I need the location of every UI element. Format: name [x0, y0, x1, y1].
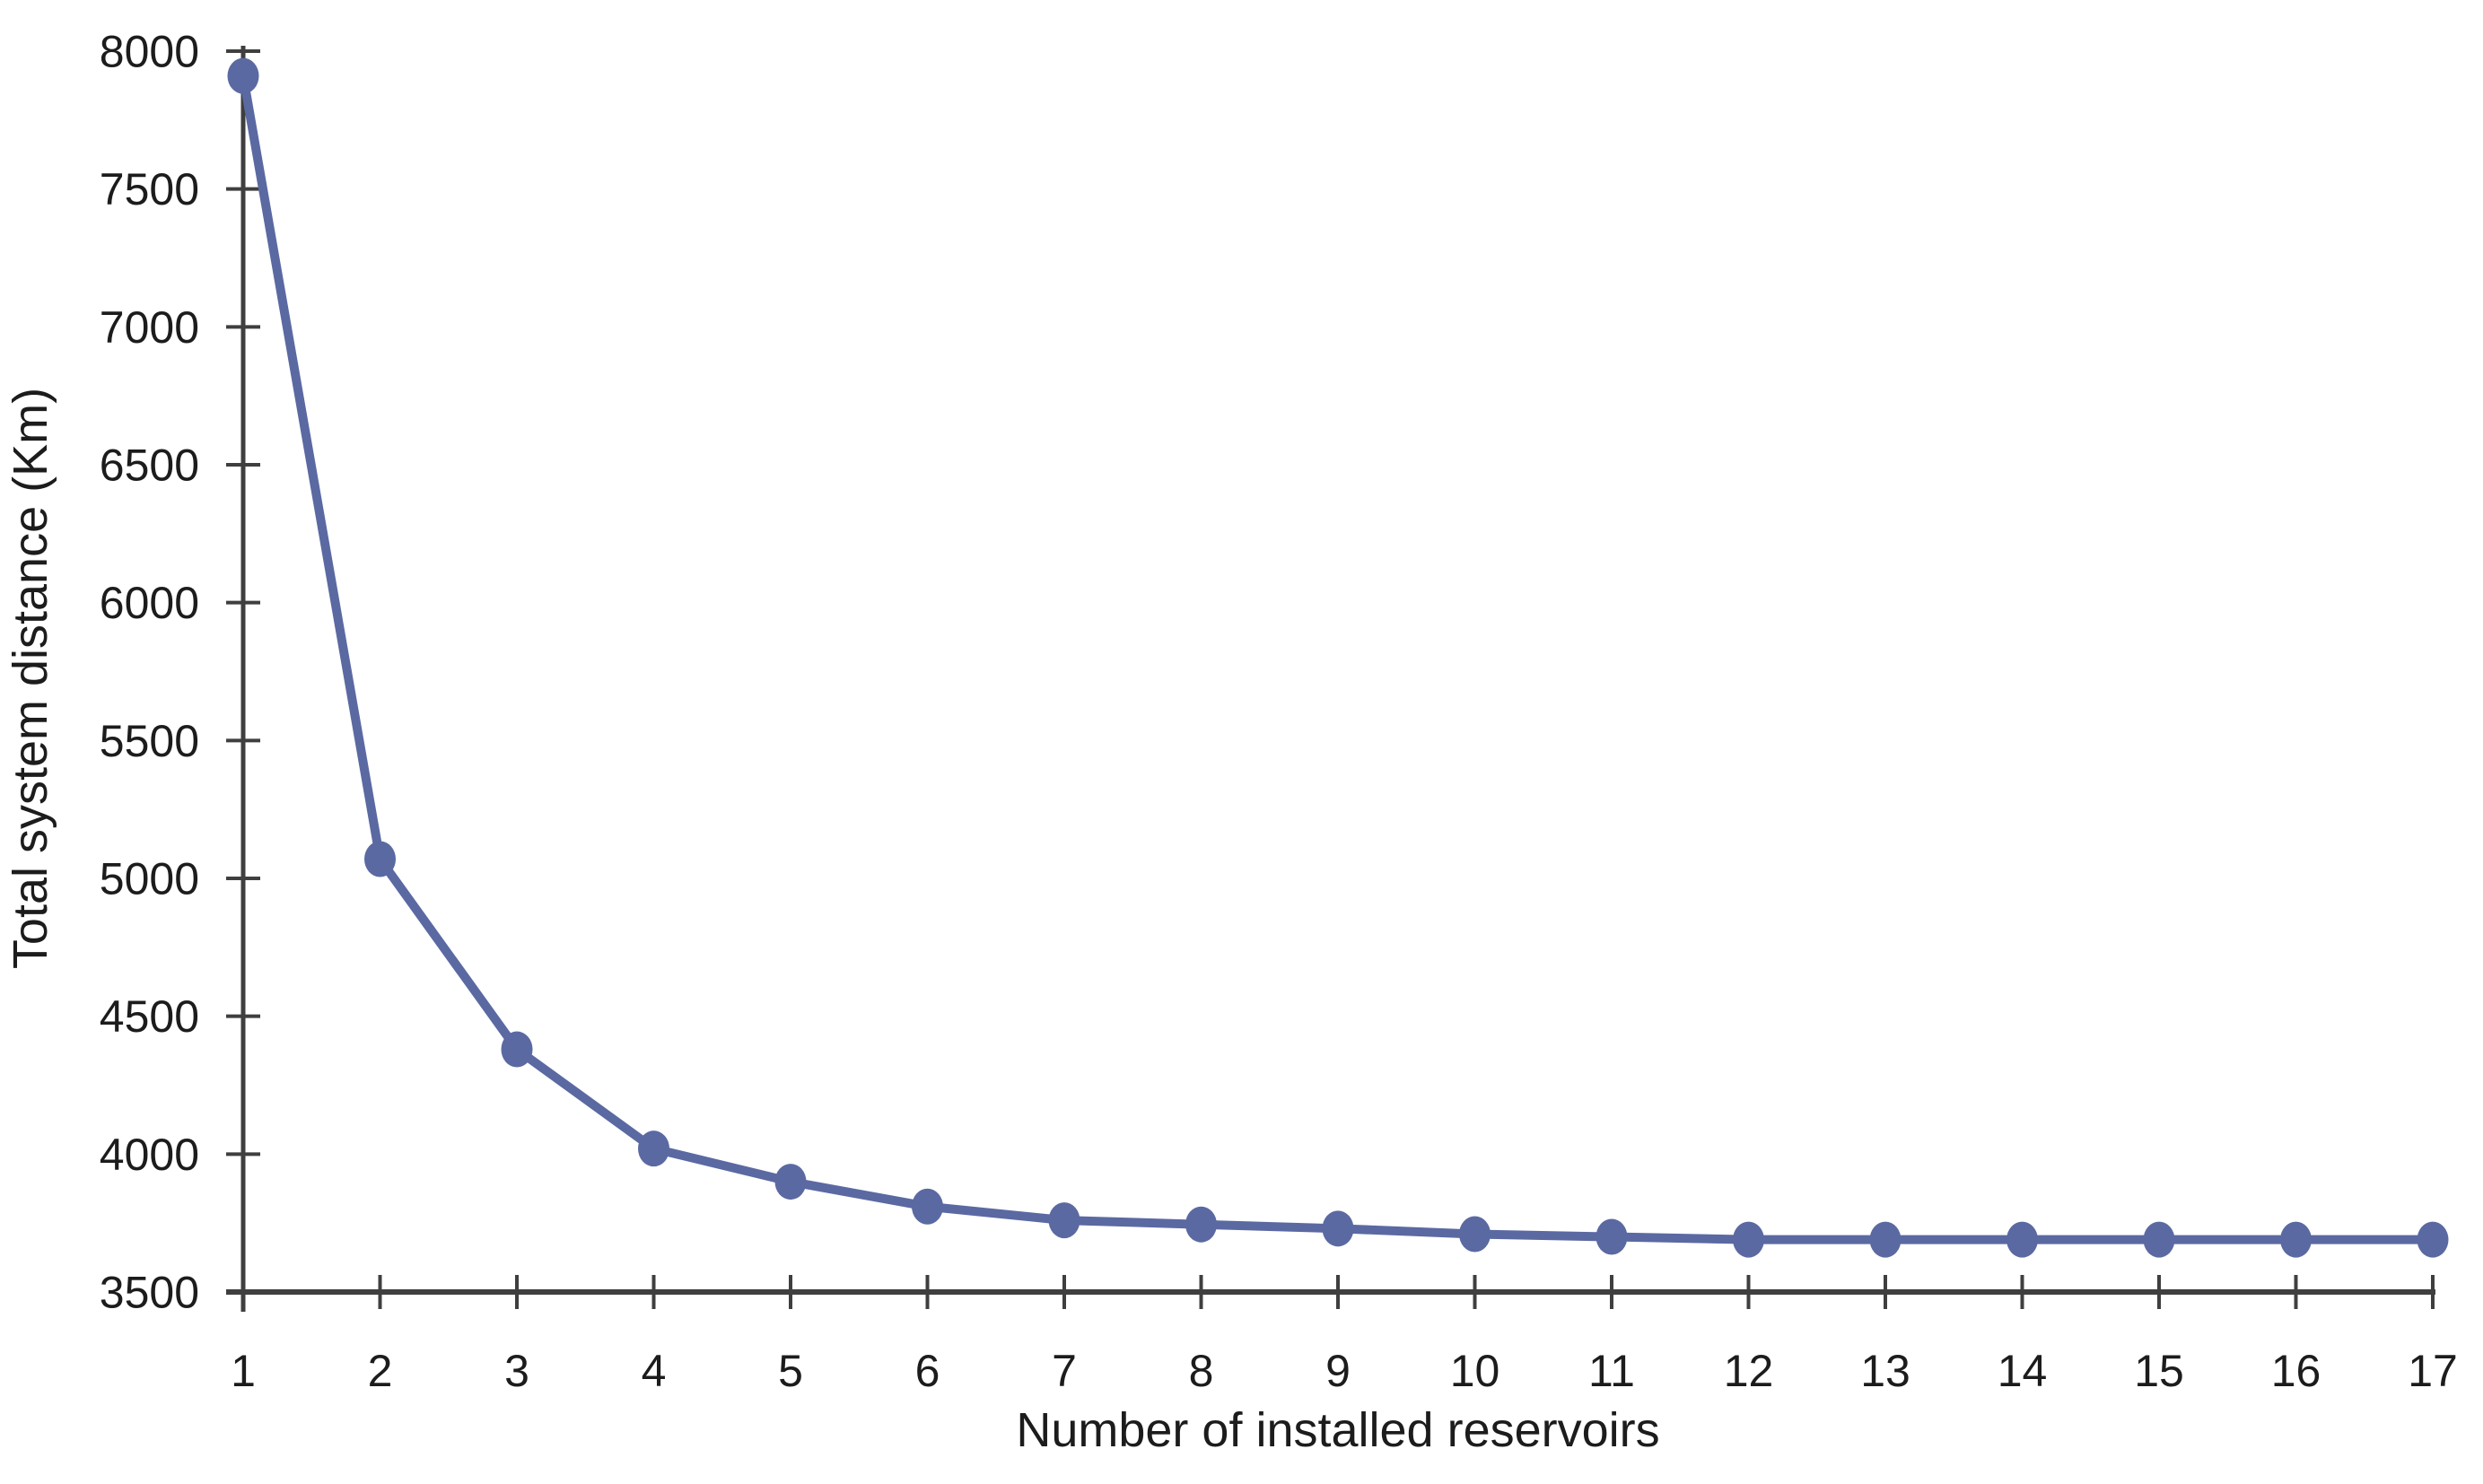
y-tick-label: 6000 — [100, 578, 199, 628]
y-tick-label: 7000 — [100, 302, 199, 353]
data-point-marker — [2417, 1221, 2449, 1258]
x-tick-label: 1 — [231, 1346, 256, 1396]
data-point-marker — [501, 1031, 533, 1068]
data-point-marker — [1733, 1221, 1764, 1258]
y-tick-label: 7500 — [100, 164, 199, 214]
x-tick-label: 3 — [504, 1346, 529, 1396]
y-tick-label: 8000 — [100, 27, 199, 77]
data-point-marker — [1869, 1221, 1902, 1258]
x-tick-label: 13 — [1860, 1346, 1910, 1396]
x-tick-label: 15 — [2134, 1346, 2184, 1396]
data-point-marker — [912, 1188, 943, 1225]
y-tick-label: 6500 — [100, 441, 199, 491]
x-tick-label: 8 — [1189, 1346, 1214, 1396]
tick-labels: 3500 4000 4500 5000 5500 6000 6500 7000 7500 8000… — [100, 27, 2458, 1397]
y-tick-label: 5000 — [100, 854, 199, 904]
x-tick-label: 2 — [368, 1346, 393, 1396]
x-tick-label: 5 — [778, 1346, 803, 1396]
series-line — [239, 71, 2437, 1244]
x-tick-label: 6 — [915, 1346, 940, 1396]
data-point-marker — [1596, 1218, 1628, 1255]
x-tick-label: 17 — [2408, 1346, 2458, 1396]
y-tick-label: 3500 — [100, 1268, 199, 1318]
x-tick-label: 12 — [1724, 1346, 1774, 1396]
data-series — [227, 57, 2449, 1258]
data-point-marker — [364, 841, 396, 877]
data-point-marker — [1459, 1216, 1491, 1253]
axis-lines — [226, 46, 2435, 1312]
data-point-marker — [1322, 1210, 1354, 1247]
data-point-marker — [2280, 1221, 2312, 1258]
data-point-marker — [2143, 1221, 2175, 1258]
x-tick-label: 16 — [2271, 1346, 2321, 1396]
x-tick-label: 7 — [1052, 1346, 1077, 1396]
axis-ticks — [226, 49, 2435, 1309]
x-tick-label: 4 — [642, 1346, 667, 1396]
data-point-marker — [774, 1164, 807, 1200]
data-point-marker — [638, 1130, 669, 1167]
data-point-marker — [1185, 1206, 1217, 1243]
y-tick-label: 5500 — [100, 716, 199, 766]
x-tick-label: 9 — [1325, 1346, 1351, 1396]
y-axis-title: Total system distance (Km) — [4, 388, 57, 969]
x-tick-label: 14 — [1998, 1346, 2048, 1396]
x-tick-label: 11 — [1588, 1346, 1635, 1396]
x-tick-label: 10 — [1450, 1346, 1500, 1396]
x-axis-title: Number of installed reservoirs — [1016, 1403, 1659, 1457]
data-point-marker — [227, 57, 259, 94]
data-point-marker — [1048, 1202, 1080, 1239]
data-point-marker — [2007, 1221, 2038, 1258]
y-tick-label: 4500 — [100, 991, 199, 1042]
y-tick-label: 4000 — [100, 1130, 199, 1180]
